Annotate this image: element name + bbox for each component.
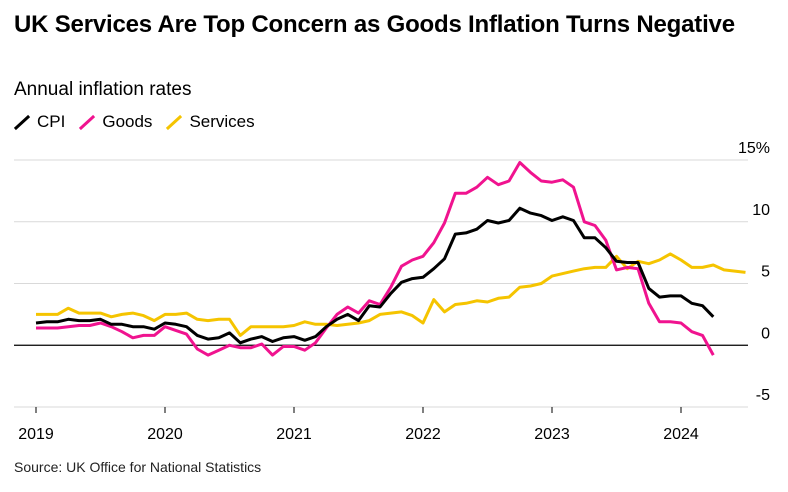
x-tick-label: 2023 bbox=[534, 426, 570, 443]
legend-label-cpi: CPI bbox=[37, 112, 66, 131]
source-note: Source: UK Office for National Statistic… bbox=[14, 459, 262, 475]
y-tick-label: 0 bbox=[761, 325, 770, 342]
legend-item-goods: Goods bbox=[79, 112, 152, 132]
x-tick-label: 2021 bbox=[276, 426, 312, 443]
y-tick-label: 15% bbox=[738, 140, 770, 157]
legend-swatch-cpi bbox=[14, 114, 31, 130]
y-tick-label: -5 bbox=[756, 387, 770, 404]
legend-label-services: Services bbox=[189, 112, 255, 131]
x-tick-label: 2020 bbox=[147, 426, 183, 443]
series-line-cpi bbox=[35, 206, 715, 345]
legend: CPI Goods Services bbox=[14, 110, 269, 134]
grid-lines bbox=[14, 159, 748, 408]
x-tick-label: 2024 bbox=[663, 426, 699, 443]
axes: 15% 10 5 0 -5 2019 2020 2021 2022 2023 2024 bbox=[18, 140, 770, 443]
legend-item-services: Services bbox=[166, 112, 255, 132]
series-line-goods bbox=[36, 161, 715, 357]
legend-label-goods: Goods bbox=[102, 112, 153, 131]
y-tick-label: 5 bbox=[761, 264, 770, 281]
legend-swatch-services bbox=[166, 114, 183, 130]
series-lines bbox=[35, 161, 746, 357]
legend-item-cpi: CPI bbox=[14, 112, 65, 132]
chart-title: UK Services Are Top Concern as Goods Inf… bbox=[14, 11, 735, 38]
legend-swatch-goods bbox=[79, 114, 96, 130]
y-tick-label: 10 bbox=[752, 202, 770, 219]
x-tick-label: 2022 bbox=[405, 426, 441, 443]
chart-subtitle: Annual inflation rates bbox=[14, 79, 192, 100]
x-tick-label: 2019 bbox=[18, 426, 54, 443]
